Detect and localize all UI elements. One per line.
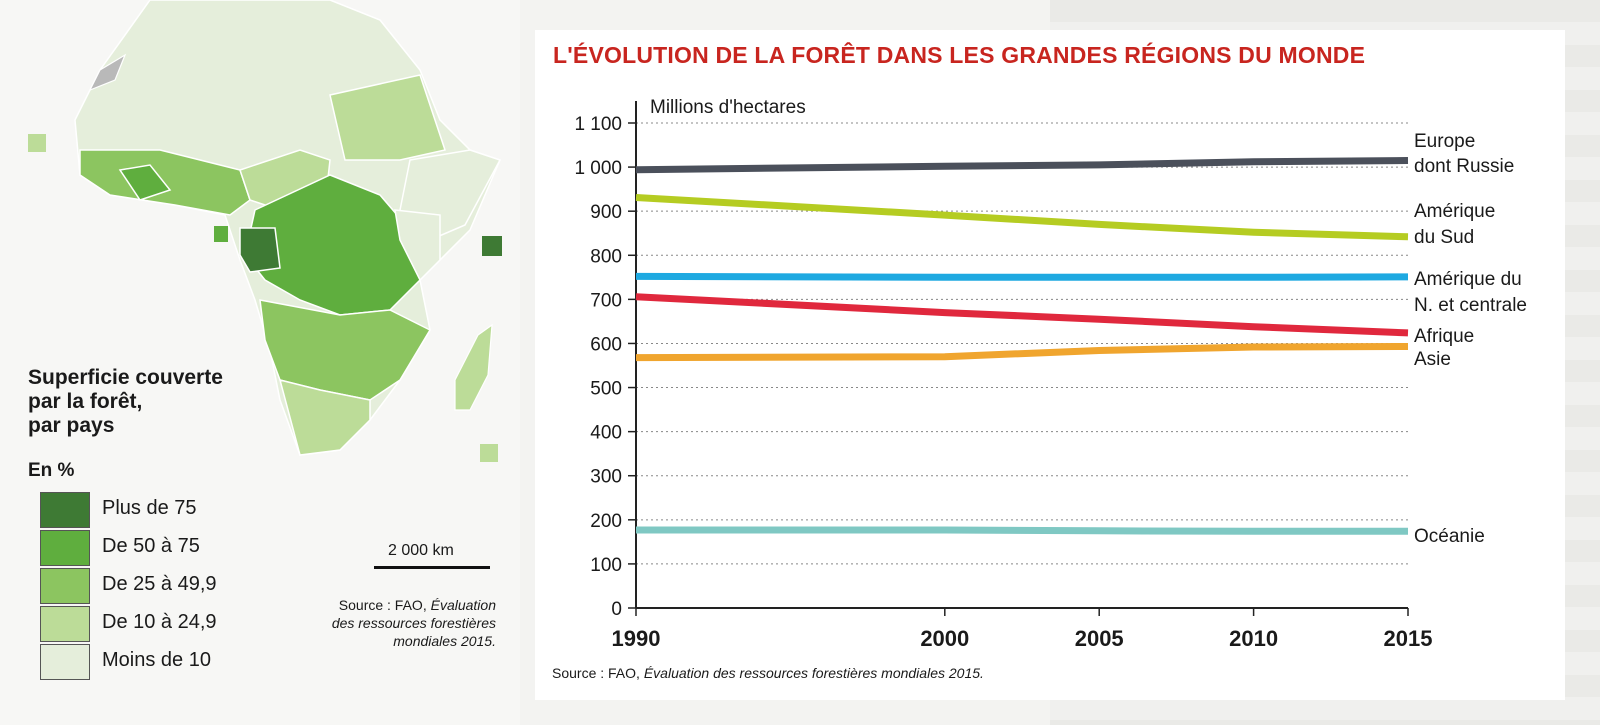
map-legend-unit: En %: [28, 460, 75, 481]
legend-swatch: [40, 644, 90, 680]
legend-swatch: [40, 606, 90, 642]
series-label: Amérique du: [1414, 269, 1522, 290]
series-label: Asie: [1414, 349, 1451, 370]
x-tick-label: 2005: [1075, 626, 1124, 651]
legend-swatch: [40, 492, 90, 528]
series-line: [635, 293, 1409, 337]
series-line: [636, 526, 1408, 535]
series-label: Océanie: [1414, 526, 1485, 547]
legend-title-line-3: par pays: [28, 414, 115, 437]
chart-source-prefix: Source : FAO,: [552, 665, 640, 681]
x-tick-label: 1990: [612, 626, 661, 651]
region-gabon: [239, 227, 281, 273]
y-tick-label: 1 000: [574, 158, 622, 179]
region-west-coast: [118, 164, 172, 201]
chart-source: Source : FAO, Évaluation des ressources …: [552, 665, 984, 681]
y-tick-label: 300: [590, 467, 622, 488]
island-sao-tome: [214, 226, 228, 242]
legend-swatch: [40, 568, 90, 604]
y-tick-label: 700: [590, 290, 622, 311]
island-seychelles: [482, 236, 502, 256]
map-scale-bar: [374, 566, 490, 569]
y-tick-label: 100: [590, 555, 622, 576]
series-label: Europe: [1414, 131, 1475, 152]
region-south: [278, 378, 371, 456]
legend-label: De 10 à 24,9: [102, 611, 217, 633]
legend-label: De 50 à 75: [102, 535, 200, 557]
series-line: [635, 272, 1409, 281]
island-madagascar: [454, 323, 493, 411]
map-source-prefix: Source : FAO,: [338, 597, 427, 613]
series-label: du Sud: [1414, 227, 1474, 248]
legend-label: Moins de 10: [102, 649, 211, 671]
y-tick-label: 900: [590, 202, 622, 223]
legend-label: De 25 à 49,9: [102, 573, 217, 595]
map-source: Source : FAO, Évaluation des ressources …: [316, 596, 496, 650]
region-north-east: [329, 74, 446, 161]
legend-title-line-1: Superficie couverte: [28, 366, 223, 389]
africa-map: [28, 0, 502, 462]
map-panel: Superficie couverte par la forêt, par pa…: [0, 0, 520, 725]
series-label: dont Russie: [1414, 156, 1514, 177]
series-line: [635, 157, 1409, 174]
series-line: [635, 194, 1409, 241]
legend-label: Plus de 75: [102, 497, 197, 519]
x-tick-label: 2010: [1229, 626, 1278, 651]
region-east: [394, 209, 441, 282]
series-label: N. et centrale: [1414, 295, 1527, 316]
chart-title: L'ÉVOLUTION DE LA FORÊT DANS LES GRANDES…: [553, 42, 1366, 68]
y-tick-label: 500: [590, 379, 622, 400]
map-scale-label: 2 000 km: [388, 542, 454, 559]
y-tick-label: 800: [590, 246, 622, 267]
legend-swatch: [40, 530, 90, 566]
y-tick-label: 1 100: [574, 114, 622, 135]
map-source-title: Évaluation des ressources forestières mo…: [331, 597, 496, 649]
chart-source-title: Évaluation des ressources forestières mo…: [643, 665, 984, 681]
island-cape-verde: [28, 134, 46, 152]
x-tick-label: 2015: [1384, 626, 1433, 651]
region-western-sahara: [88, 53, 127, 92]
series-label: Amérique: [1414, 201, 1495, 222]
island-mauritius: [480, 444, 498, 462]
y-axis-label: Millions d'hectares: [650, 97, 806, 118]
y-tick-label: 400: [590, 423, 622, 444]
region-south-central: [259, 299, 432, 401]
map-legend-title: Superficie couverte par la forêt, par pa…: [28, 366, 268, 438]
x-tick-label: 2000: [920, 626, 969, 651]
y-tick-label: 200: [590, 511, 622, 532]
chart-panel: [535, 30, 1565, 700]
y-tick-label: 600: [590, 334, 622, 355]
y-tick-label: 0: [611, 599, 622, 620]
series-label: Afrique: [1414, 326, 1474, 347]
series-line: [635, 343, 1409, 362]
legend-title-line-2: par la forêt,: [28, 390, 143, 413]
